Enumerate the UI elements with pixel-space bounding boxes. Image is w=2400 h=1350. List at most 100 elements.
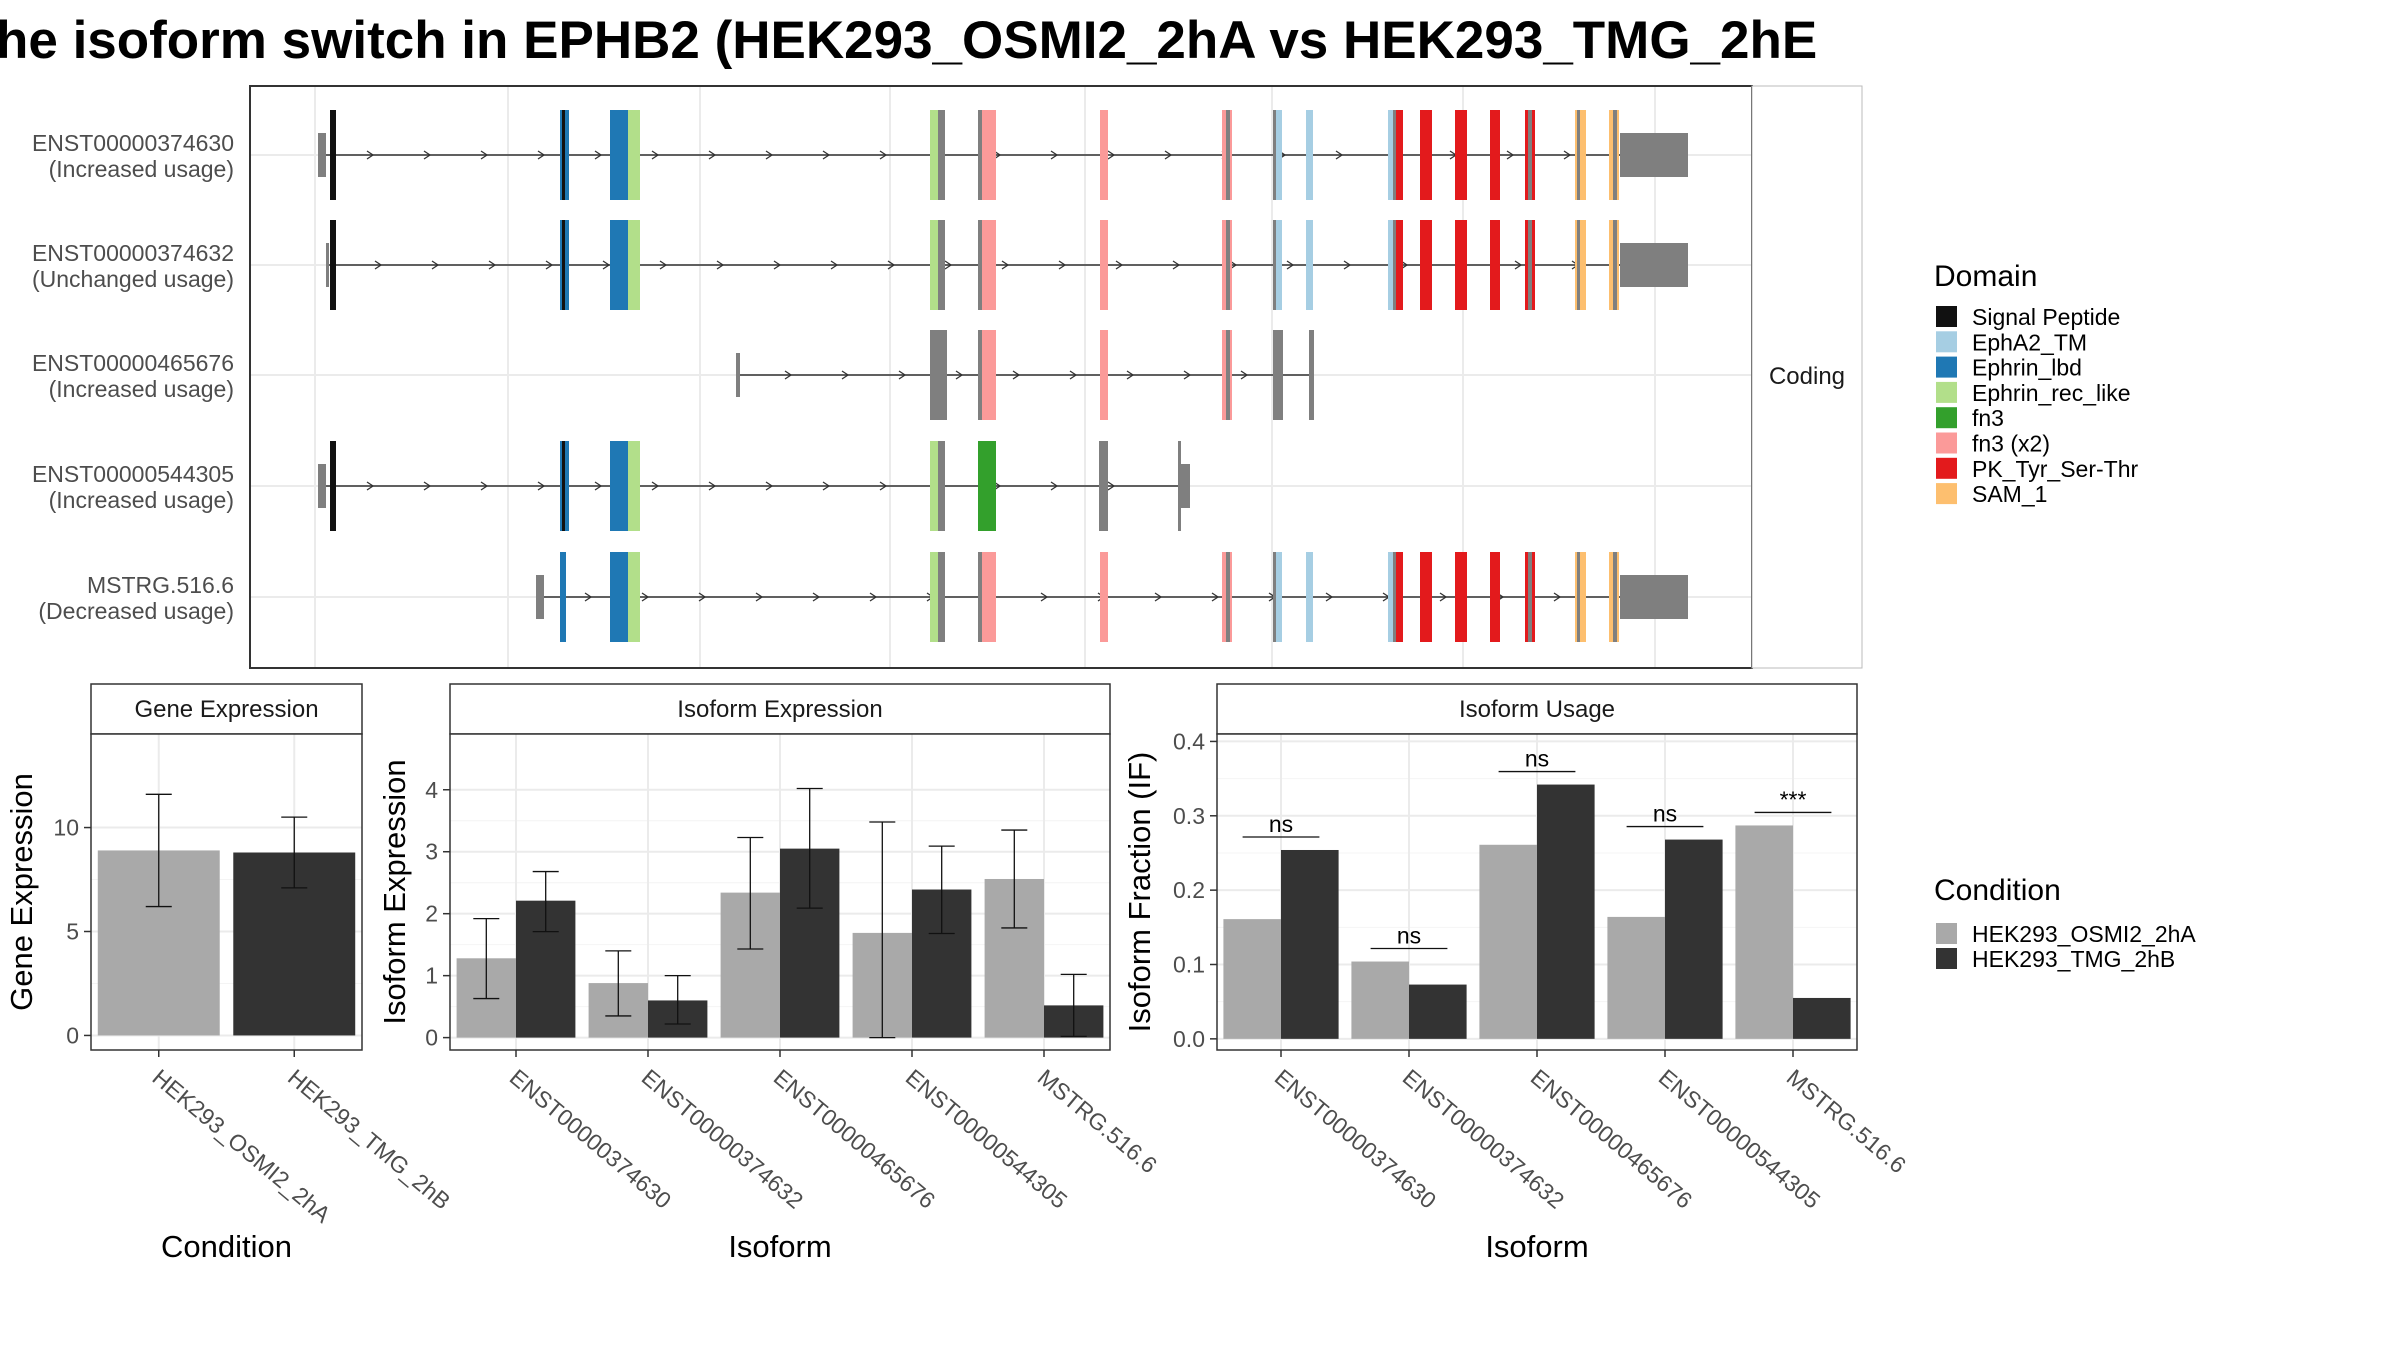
legend-label: EphA2_TM [1972,329,2087,355]
intron-arrow [1240,370,1249,380]
panel-strip-title: Isoform Expression [677,696,882,723]
exon-block [1273,220,1276,310]
intron-arrow [887,260,896,270]
y-tick-label: 10 [53,815,79,841]
intron-arrow [708,150,717,160]
exon-block [978,110,982,200]
significance-label: ns [1397,923,1421,949]
x-axis-title: Isoform [728,1229,831,1264]
domain-legend: Domain Signal PeptideEphA2_TMEphrin_lbdEp… [1934,260,2138,507]
y-tick-label: 0 [425,1025,438,1051]
exon-block [978,552,982,642]
bar [1409,984,1467,1039]
x-axis-title: Condition [161,1229,292,1264]
exon-block [1528,220,1532,310]
isoform-id: MSTRG.516.6 [87,572,234,598]
legend-swatch [1936,407,1957,429]
exon-block [1575,110,1586,200]
bar [1223,919,1281,1039]
exon-block [628,110,640,200]
exon-block [1273,220,1282,310]
isoform-row: MSTRG.516.6(Decreased usage) [38,552,1688,642]
exon-block [628,552,640,642]
isoform-usage: (Unchanged usage) [32,266,234,292]
panel-strip [449,683,1111,735]
intron-arrow [423,481,432,491]
structure-strip [1751,85,1863,669]
legend-swatch [1936,948,1957,969]
isoform-structure-panel: ENST00000374630(Increased usage)ENST0000… [32,85,1863,669]
intron-arrow [1058,260,1067,270]
isoform-id: ENST00000374632 [32,240,234,266]
exon-block [1620,133,1688,177]
intron-arrow [765,481,774,491]
intron-arrow [659,260,668,270]
structure-plot-background [250,86,1752,668]
intron-arrow [594,150,603,160]
exon-block [1420,220,1432,310]
exon-block [1577,220,1580,310]
isoform-id: ENST00000544305 [32,461,234,487]
legend-label: fn3 [1972,405,2004,431]
y-tick-label: 0.4 [1173,728,1205,754]
intron-arrow [1183,370,1192,380]
intron-arrow [1107,481,1116,491]
intron-arrow [1211,592,1220,602]
exon-block [1577,110,1580,200]
legend-swatch [1936,306,1957,327]
y-tick-label: 3 [425,839,438,865]
panel-border [449,733,1111,1051]
exon-block [978,110,996,200]
legend-label: PK_Tyr_Ser-Thr [1972,456,2138,482]
exon-block [1273,552,1282,642]
intron-arrow [898,370,907,380]
y-tick-label: 0.0 [1173,1026,1205,1052]
bar [1735,825,1793,1039]
exon-block [1393,220,1396,310]
intron-arrow [537,150,546,160]
exon-block [1455,552,1467,642]
legend-swatch [1936,483,1957,505]
legend-label: SAM_1 [1972,481,2047,507]
domain-legend-title: Domain [1934,260,2037,293]
exon-block [930,330,945,420]
y-axis-title: Isoform Fraction (IF) [1122,752,1157,1033]
exon-block [610,220,628,310]
exon-block [318,133,326,177]
exon-block [1620,243,1688,287]
intron-arrow [955,370,964,380]
panel-strip [1216,683,1858,735]
legend-label: fn3 (x2) [1972,431,2050,457]
y-axis-title: Gene Expression [4,773,39,1011]
intron-arrow [841,370,850,380]
legend-label: HEK293_OSMI2_2hA [1972,921,2196,947]
panel-border [90,733,363,1051]
intron-arrow [651,150,660,160]
exon-block [1226,330,1230,420]
exon-block [562,441,565,531]
intron-arrow [431,260,440,270]
intron-arrow [830,260,839,270]
intron-arrow [480,481,489,491]
exon-block [1393,552,1396,642]
exon-block [1388,552,1394,642]
exon-block [978,220,996,310]
exon-block [1490,110,1500,200]
legend-swatch [1936,381,1957,403]
intron-arrow [708,481,717,491]
exon-block [1395,220,1403,310]
exon-block [1420,552,1432,642]
y-tick-label: 4 [425,777,438,803]
intron-arrow [1115,260,1124,270]
intron-arrow [1563,150,1572,160]
isoform-id: ENST00000465676 [32,350,234,376]
significance-label: ns [1653,801,1677,827]
exon-block [1273,330,1283,420]
intron-arrow [1439,592,1448,602]
bar [1281,849,1339,1039]
exon-block [1100,110,1108,200]
exon-block [562,110,565,200]
exon-block [1575,220,1586,310]
intron-arrow [716,260,725,270]
